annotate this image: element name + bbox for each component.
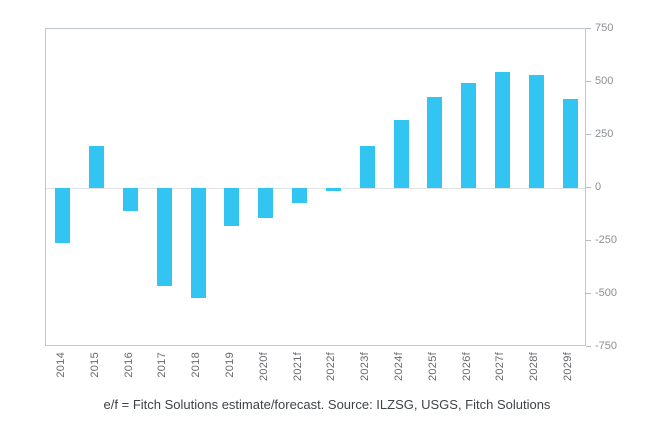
x-tick-label: 2019	[223, 352, 236, 378]
x-tick-label: 2029f	[562, 352, 575, 382]
y-tick-label: 750	[595, 22, 614, 34]
bar-2027f	[494, 72, 510, 188]
y-tick-mark	[586, 292, 591, 294]
bar-2022f	[325, 188, 341, 192]
x-tick-label: 2026f	[460, 352, 473, 382]
bar-2023f	[359, 145, 375, 188]
plot-area	[46, 29, 585, 345]
x-tick-label: 2022f	[325, 352, 338, 382]
x-tick-label: 2015	[88, 352, 101, 378]
x-tick-label: 2014	[54, 352, 67, 378]
bar-2016	[123, 188, 139, 212]
bar-2025f	[427, 96, 443, 188]
y-tick-label: 500	[595, 75, 614, 87]
bar-2026f	[461, 83, 477, 188]
plot-frame	[45, 28, 586, 346]
x-tick-label: 2023f	[359, 352, 372, 382]
y-tick-label: -500	[595, 287, 618, 299]
x-tick-label: 2028f	[528, 352, 541, 382]
bar-2017	[156, 188, 172, 286]
x-tick-label: 2016	[122, 352, 135, 378]
bar-2028f	[528, 74, 544, 188]
x-tick-label: 2025f	[426, 352, 439, 382]
x-tick-label: 2020f	[257, 352, 270, 382]
x-tick-label: 2021f	[291, 352, 304, 382]
bar-2019	[224, 188, 240, 227]
x-tick-label: 2018	[190, 352, 203, 378]
bar-2024f	[393, 120, 409, 188]
x-tick-label: 2027f	[494, 352, 507, 382]
y-tick-label: -250	[595, 234, 618, 246]
bar-2020f	[258, 188, 274, 218]
bar-2018	[190, 188, 206, 299]
y-tick-mark	[586, 239, 591, 241]
y-tick-mark	[586, 80, 591, 82]
x-tick-label: 2024f	[393, 352, 406, 382]
y-tick-mark	[586, 186, 591, 188]
zero-gridline	[46, 187, 585, 189]
source-caption: e/f = Fitch Solutions estimate/forecast.…	[103, 397, 551, 412]
y-tick-label: 250	[595, 128, 614, 140]
bar-2021f	[292, 188, 308, 203]
y-tick-label: 0	[595, 181, 602, 193]
bar-2015	[89, 145, 105, 188]
y-tick-label: -750	[595, 340, 618, 352]
y-tick-mark	[586, 345, 591, 347]
y-tick-mark	[586, 27, 591, 29]
y-tick-mark	[586, 133, 591, 135]
x-tick-label: 2017	[156, 352, 169, 378]
bar-2029f	[562, 98, 578, 188]
bar-2014	[55, 188, 71, 244]
